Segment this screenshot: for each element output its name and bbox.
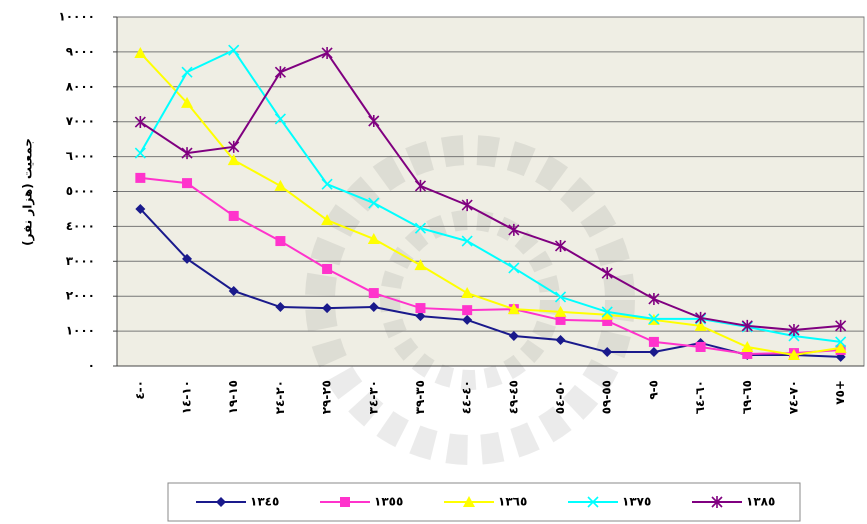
x-tick-label: ٦٠-٦٤: [693, 380, 707, 414]
legend-label: ١٣٤٥: [250, 495, 279, 509]
x-tick-label: ١٥-١٩: [226, 380, 240, 414]
marker: [322, 264, 332, 274]
y-tick-label: ١٠٠٠٠: [58, 10, 95, 24]
legend-label: ١٣٧٥: [622, 495, 651, 509]
x-tick-label: ٠-٤: [133, 380, 147, 400]
x-tick-label: ٢٥-٢٩: [320, 380, 334, 414]
y-tick-label: ٤٠٠٠: [66, 219, 95, 233]
x-tick-label: ٧٥+: [833, 380, 847, 405]
x-tick-label: ٥٠-٥٤: [553, 380, 567, 414]
marker: [340, 497, 350, 507]
marker: [182, 178, 192, 188]
x-tick-label: ٣٥-٣٩: [413, 380, 427, 414]
x-tick-label: ٤٥-٤٩: [506, 380, 520, 414]
chart: جمعیت (هزار نفر) ٠ ١٠٠٠ ٢٠٠٠ ٣٠٠٠ ٤٠٠٠ ٥٠٠٠ ٦٠…: [0, 0, 867, 524]
x-tick-label: ٥٥-٥٩: [600, 380, 614, 414]
x-tick-label: ٧٠-٧٤: [786, 380, 800, 414]
legend-label: ١٣٨٥: [746, 495, 775, 509]
y-axis-label: جمعیت (هزار نفر): [21, 138, 35, 246]
y-tick-label: ٩٠٠٠: [66, 44, 95, 58]
y-tick-label: ٦٠٠٠: [66, 149, 95, 163]
marker: [275, 236, 285, 246]
x-tick-label: ٥-٩: [646, 380, 660, 400]
x-tick-label: ١٠-١٤: [180, 380, 194, 414]
marker: [696, 342, 706, 352]
x-tick-label: ٢٠-٢٤: [273, 380, 287, 414]
marker: [369, 288, 379, 298]
y-tick-label: ٢٠٠٠: [66, 289, 95, 303]
legend-label: ١٣٥٥: [374, 495, 403, 509]
y-tick-label: ٠: [88, 359, 95, 373]
marker: [135, 173, 145, 183]
legend-label: ١٣٦٥: [498, 495, 527, 509]
y-tick-label: ٧٠٠٠: [66, 114, 95, 128]
marker: [415, 303, 425, 313]
marker: [649, 337, 659, 347]
y-tick-label: ٥٠٠٠: [66, 184, 95, 198]
x-tick-label: ٦٥-٦٩: [740, 380, 754, 414]
x-tick-label: ٤٠-٤٤: [460, 380, 474, 414]
marker: [462, 305, 472, 315]
marker: [229, 211, 239, 221]
y-tick-label: ١٠٠٠: [66, 324, 95, 338]
y-tick-label: ٨٠٠٠: [66, 79, 95, 93]
y-tick-label: ٣٠٠٠: [66, 254, 95, 268]
x-tick-label: ٣٠-٣٤: [366, 380, 380, 414]
